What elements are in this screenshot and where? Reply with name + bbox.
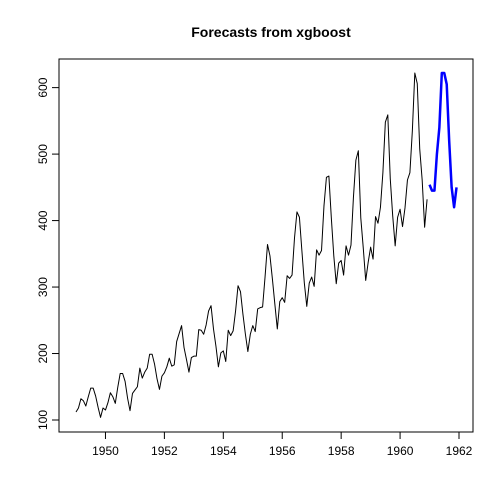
x-tick-label: 1960 [387,444,414,458]
x-tick-label: 1952 [151,444,178,458]
x-axis: 1950 1952 1954 1956 1958 1960 1962 [92,432,473,458]
y-tick-label: 500 [36,144,50,164]
x-tick-label: 1956 [269,444,296,458]
x-tick-label: 1954 [210,444,237,458]
chart-title: Forecasts from xgboost [191,24,351,40]
observed-series-line [76,73,427,417]
y-tick-label: 100 [36,410,50,430]
series-layer [76,73,457,417]
y-tick-label: 400 [36,210,50,230]
y-tick-label: 600 [36,77,50,97]
y-axis: 100 200 300 400 500 600 [36,77,59,430]
y-tick-label: 300 [36,277,50,297]
plot-frame [59,59,473,432]
y-tick-label: 200 [36,343,50,363]
x-tick-label: 1962 [446,444,473,458]
forecast-series-line [430,73,457,207]
x-tick-label: 1958 [328,444,355,458]
x-tick-label: 1950 [92,444,119,458]
